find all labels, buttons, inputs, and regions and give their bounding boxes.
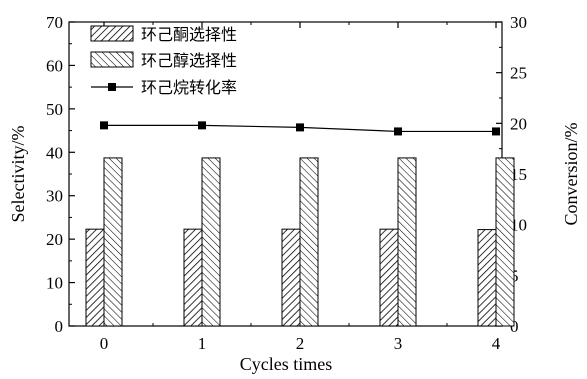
- bar-ketone-selectivity: [281, 228, 301, 327]
- legend-label-alcohol: 环己醇选择性: [141, 51, 237, 70]
- legend: 环己酮选择性 环己醇选择性 环己烷转化率: [90, 25, 237, 97]
- bar-alcohol-selectivity: [201, 157, 221, 327]
- bar-ketone-selectivity: [183, 228, 203, 327]
- bar-alcohol-selectivity: [299, 157, 319, 327]
- y2-tick-label: 25: [510, 64, 527, 83]
- x-tick-label: 3: [394, 334, 403, 353]
- conversion-line-layer: [100, 121, 500, 136]
- legend-marker-conversion: [108, 83, 116, 91]
- bar-alcohol-selectivity: [103, 157, 123, 327]
- bar-ketone-selectivity: [379, 228, 399, 327]
- y-tick-label: 0: [55, 317, 64, 336]
- x-tick-label: 2: [296, 334, 305, 353]
- y-tick-label: 60: [46, 56, 63, 75]
- y-tick-label: 10: [46, 274, 63, 293]
- legend-label-ketone: 环己酮选择性: [141, 25, 237, 44]
- x-axis-title: Cycles times: [240, 354, 333, 374]
- y-tick-label: 20: [46, 230, 63, 249]
- bar-ketone-selectivity: [477, 229, 497, 327]
- legend-label-conversion: 环己烷转化率: [141, 78, 237, 97]
- x-tick-label: 1: [198, 334, 207, 353]
- conversion-point: [198, 121, 206, 130]
- conversion-point: [100, 121, 108, 130]
- legend-swatch-alcohol: [90, 51, 134, 68]
- x-tick-label: 0: [100, 334, 109, 353]
- left-axis: 0 10 20 30 40 50 60 70: [46, 13, 75, 336]
- bar-ketone-selectivity: [85, 228, 105, 327]
- y2-tick-label: 30: [510, 13, 527, 32]
- legend-swatch-ketone: [90, 25, 134, 42]
- conversion-point: [492, 127, 500, 136]
- y-tick-label: 40: [46, 143, 63, 162]
- y-tick-label: 30: [46, 187, 63, 206]
- conversion-point: [394, 127, 402, 136]
- conversion-point: [296, 123, 304, 132]
- y-tick-label: 50: [46, 100, 63, 119]
- y2-axis-title: Conversion/%: [561, 123, 581, 226]
- bars-layer: [85, 157, 515, 327]
- y2-tick-label: 20: [510, 114, 527, 133]
- x-tick-label: 4: [492, 334, 501, 353]
- y-axis-title: Selectivity/%: [8, 126, 28, 223]
- bar-alcohol-selectivity: [495, 157, 515, 327]
- y-tick-label: 70: [46, 13, 63, 32]
- bar-alcohol-selectivity: [397, 157, 417, 327]
